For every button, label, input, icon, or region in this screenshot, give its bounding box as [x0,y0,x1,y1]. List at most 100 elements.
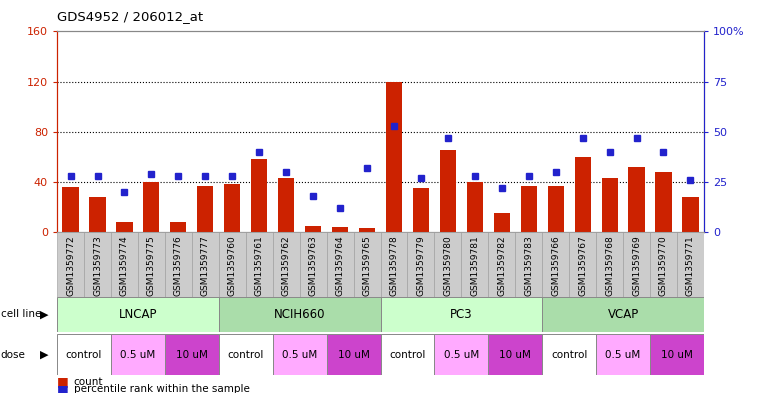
Text: ▶: ▶ [40,309,49,320]
Text: GSM1359766: GSM1359766 [551,235,560,296]
Bar [111,232,138,297]
Text: control: control [551,350,587,360]
Bar [219,334,272,375]
Bar [246,232,272,297]
Text: GSM1359781: GSM1359781 [470,235,479,296]
Bar [435,232,461,297]
Text: GSM1359765: GSM1359765 [362,235,371,296]
Bar [111,334,165,375]
Bar [575,157,591,232]
Text: GSM1359771: GSM1359771 [686,235,695,296]
Text: cell line: cell line [1,309,41,320]
Bar [521,185,537,232]
Text: GSM1359775: GSM1359775 [147,235,156,296]
Bar [170,222,186,232]
Bar [650,334,704,375]
Bar [515,232,543,297]
Bar [138,232,165,297]
Bar [466,182,483,232]
Bar [548,185,564,232]
Bar [543,334,596,375]
Bar [57,232,84,297]
Bar [251,159,267,232]
Bar [224,184,240,232]
Bar [601,178,618,232]
Text: GSM1359760: GSM1359760 [228,235,237,296]
Text: GSM1359782: GSM1359782 [497,235,506,296]
Text: 10 uM: 10 uM [176,350,208,360]
Text: ■: ■ [57,382,68,393]
Text: NCIH660: NCIH660 [274,308,326,321]
Text: percentile rank within the sample: percentile rank within the sample [74,384,250,393]
Bar [219,232,246,297]
Text: GSM1359772: GSM1359772 [66,235,75,296]
Text: GSM1359777: GSM1359777 [201,235,210,296]
Text: GSM1359778: GSM1359778 [390,235,399,296]
Text: GSM1359768: GSM1359768 [605,235,614,296]
Text: GSM1359763: GSM1359763 [309,235,317,296]
Bar [143,182,160,232]
Bar [461,232,489,297]
Text: VCAP: VCAP [607,308,638,321]
Bar [116,222,132,232]
Text: GSM1359761: GSM1359761 [255,235,264,296]
Bar [278,178,295,232]
Bar [380,297,542,332]
Text: 10 uM: 10 uM [499,350,531,360]
Text: ▶: ▶ [40,350,49,360]
Bar [380,334,435,375]
Text: 0.5 uM: 0.5 uM [282,350,317,360]
Bar [407,232,435,297]
Bar [359,228,375,232]
Bar [57,334,111,375]
Bar [332,227,348,232]
Text: PC3: PC3 [450,308,473,321]
Text: GSM1359774: GSM1359774 [120,235,129,296]
Bar [219,297,380,332]
Bar [596,334,650,375]
Text: GSM1359780: GSM1359780 [444,235,452,296]
Bar [435,334,489,375]
Bar [386,82,402,232]
Text: 10 uM: 10 uM [661,350,693,360]
Text: count: count [74,377,103,387]
Text: 0.5 uM: 0.5 uM [120,350,155,360]
Bar [543,297,704,332]
Text: GSM1359764: GSM1359764 [336,235,345,296]
Bar [489,232,515,297]
Bar [84,232,111,297]
Bar [596,232,623,297]
Bar [272,334,326,375]
Bar [192,232,219,297]
Text: GSM1359767: GSM1359767 [578,235,587,296]
Text: LNCAP: LNCAP [119,308,158,321]
Text: ■: ■ [57,375,68,389]
Text: 10 uM: 10 uM [338,350,370,360]
Bar [62,187,78,232]
Text: GSM1359783: GSM1359783 [524,235,533,296]
Bar [57,297,219,332]
Bar [354,232,380,297]
Bar [305,226,321,232]
Bar [543,232,569,297]
Text: GSM1359773: GSM1359773 [93,235,102,296]
Bar [197,185,213,232]
Text: GDS4952 / 206012_at: GDS4952 / 206012_at [57,10,203,23]
Bar [272,232,300,297]
Bar [300,232,326,297]
Text: GSM1359770: GSM1359770 [659,235,668,296]
Bar [380,232,407,297]
Bar [569,232,596,297]
Text: GSM1359779: GSM1359779 [416,235,425,296]
Bar [650,232,677,297]
Bar [412,188,429,232]
Bar [683,197,699,232]
Text: control: control [228,350,264,360]
Text: GSM1359762: GSM1359762 [282,235,291,296]
Bar [655,172,672,232]
Text: 0.5 uM: 0.5 uM [606,350,641,360]
Bar [326,334,380,375]
Bar [494,213,510,232]
Bar [165,334,219,375]
Bar [90,197,106,232]
